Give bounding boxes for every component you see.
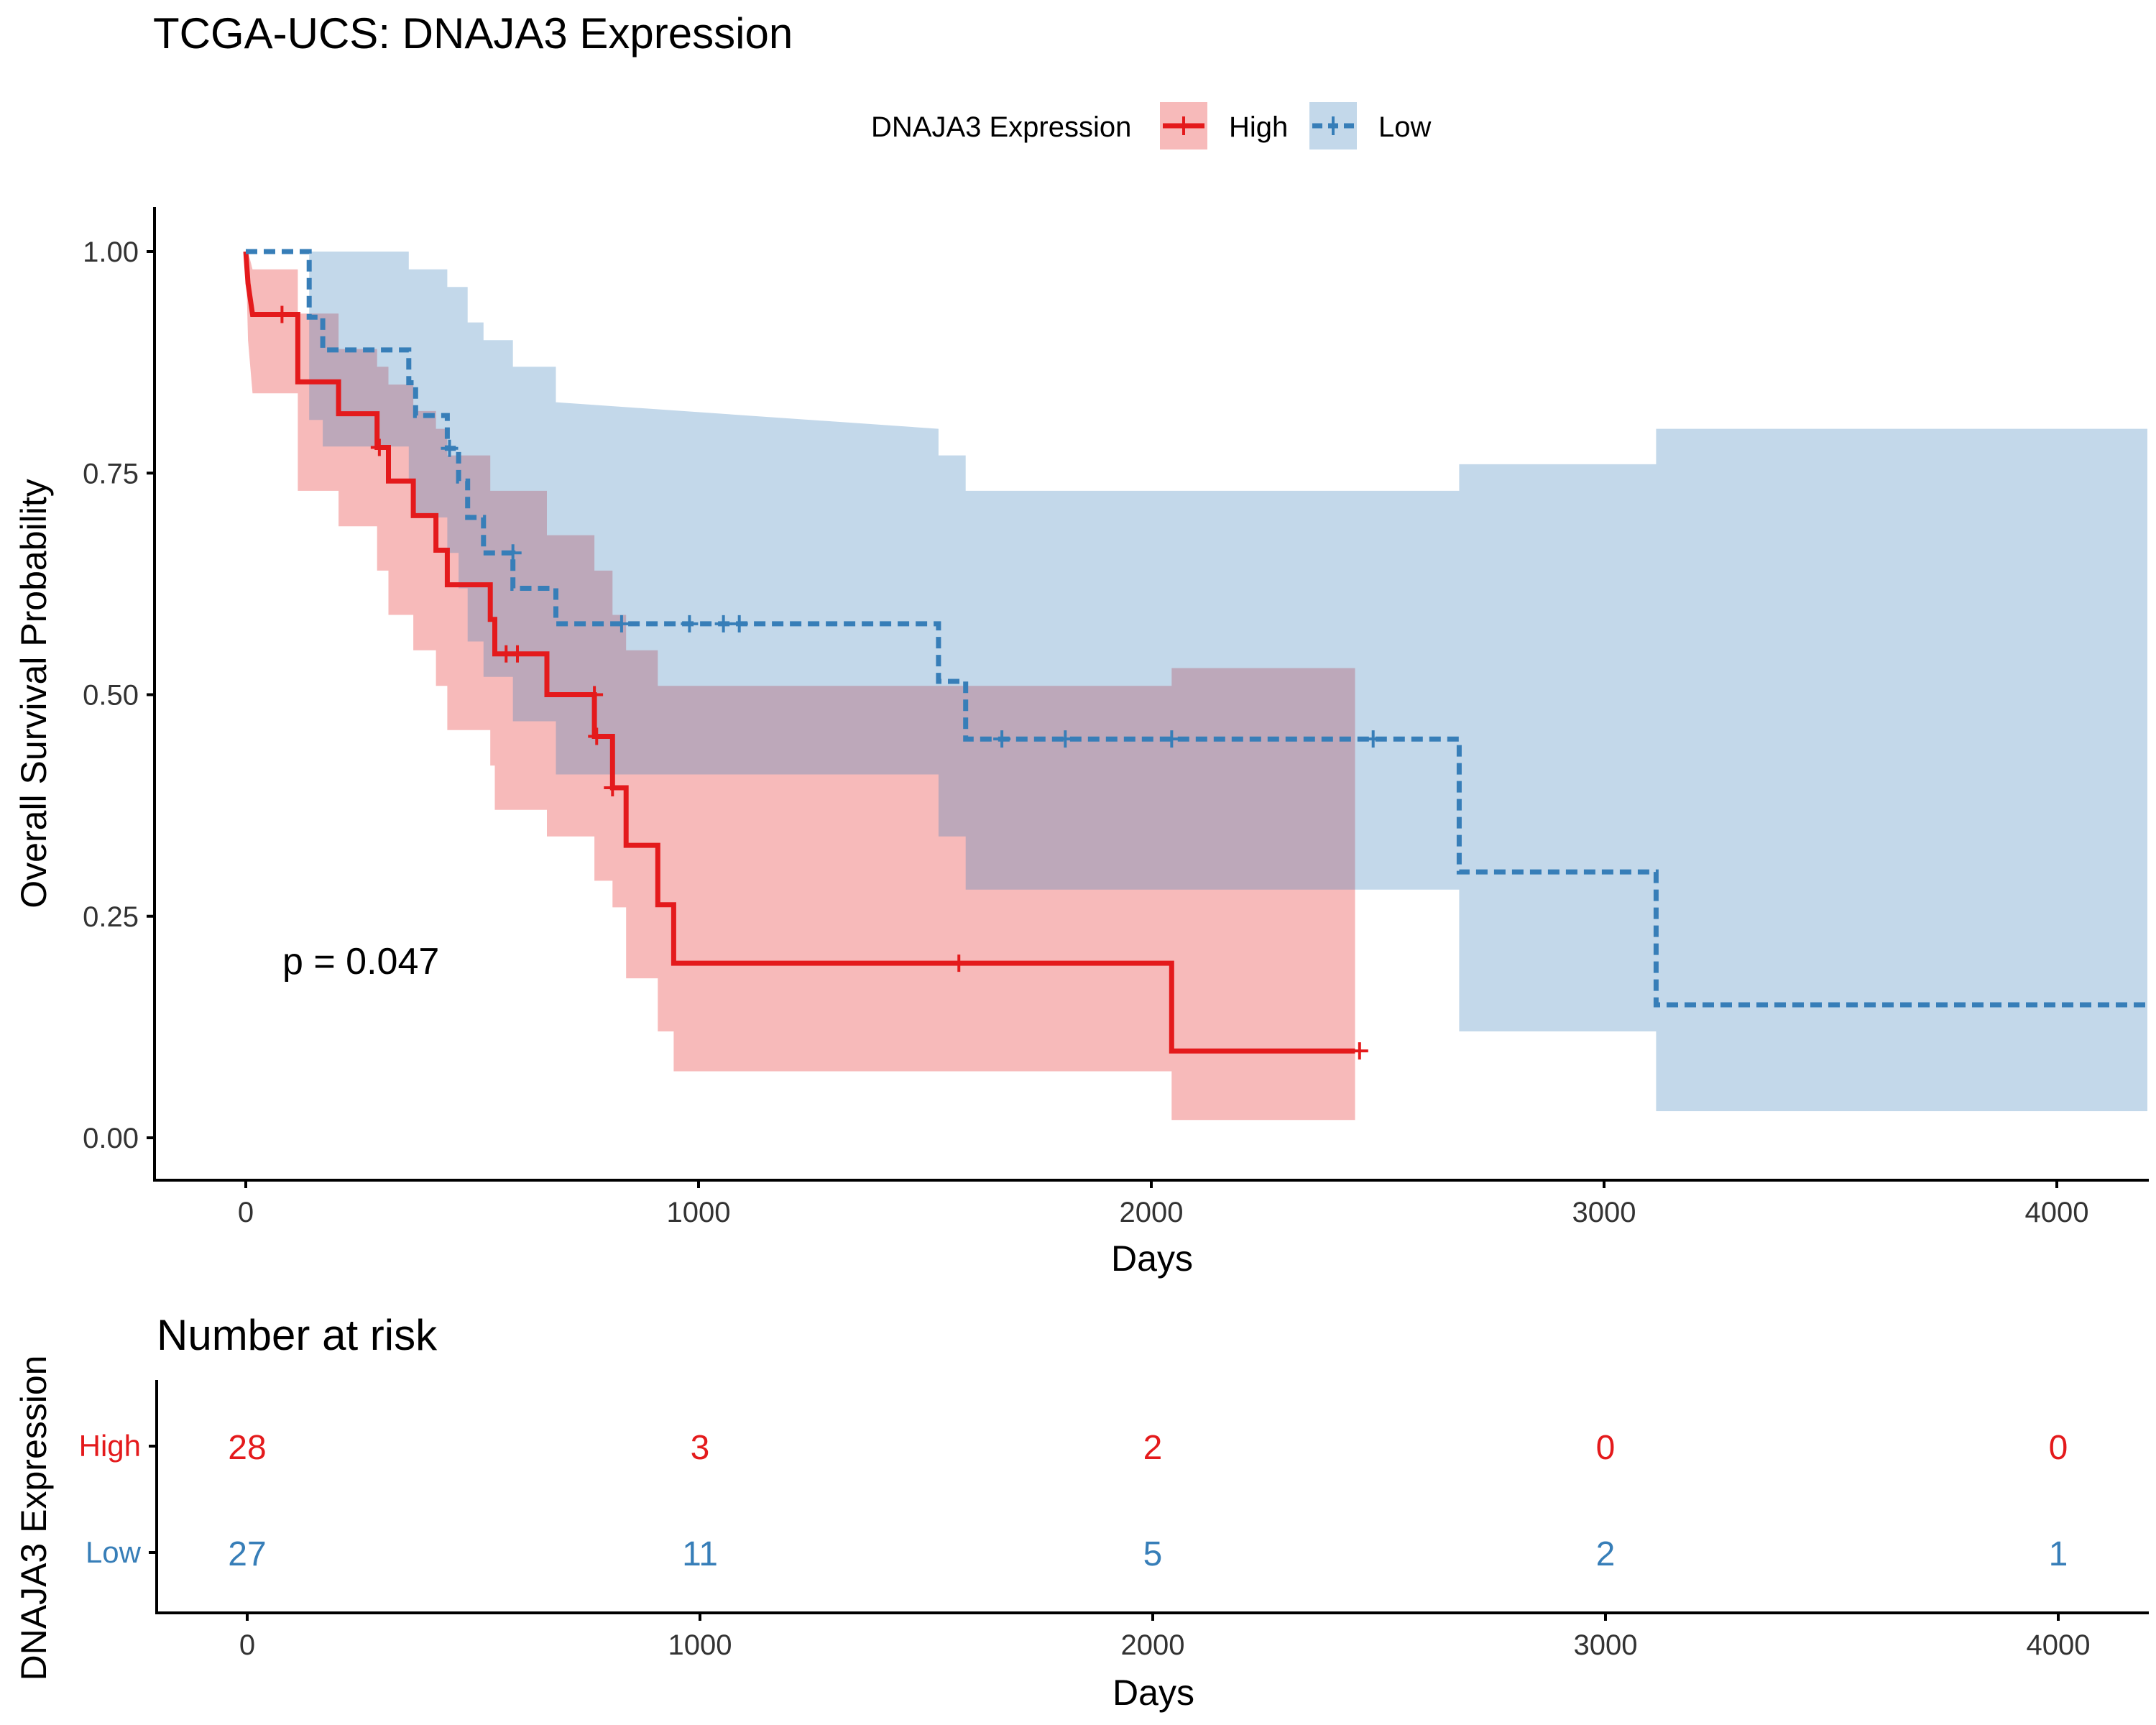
x-axis-ticks: 0 1000 2000 3000 4000 <box>238 1180 2089 1228</box>
ci-band-low <box>246 252 2147 1111</box>
censor-mark-high <box>273 305 291 323</box>
risk-value-high: 28 <box>228 1429 266 1467</box>
y-axis-title: Overall Survival Probability <box>14 479 54 908</box>
x-tick-label: 1000 <box>667 1197 731 1228</box>
y-axis-ticks: 0.00 0.25 0.50 0.75 1.00 <box>83 236 155 1154</box>
censor-mark-high <box>604 778 622 796</box>
risk-x-tick-label: 0 <box>239 1629 255 1661</box>
risk-x-tick-label: 2000 <box>1121 1629 1185 1661</box>
risk-value-high: 2 <box>1143 1429 1163 1467</box>
censor-mark-low <box>993 730 1011 748</box>
risk-value-low: 2 <box>1596 1535 1616 1573</box>
x-tick-label: 0 <box>238 1197 254 1228</box>
censor-mark-low <box>441 439 459 457</box>
censor-mark-high <box>509 645 526 663</box>
censor-mark-low <box>504 544 522 562</box>
risk-row-label-high: High <box>79 1429 141 1463</box>
legend-label-high: High <box>1229 111 1288 143</box>
risk-x-tick-label: 1000 <box>668 1629 732 1661</box>
x-tick-label: 4000 <box>2025 1197 2089 1228</box>
censor-mark-high <box>586 686 604 704</box>
y-tick-label: 0.25 <box>83 901 139 933</box>
km-plot: 0.00 0.25 0.50 0.75 1.00 0 1000 2000 3000 4000 D… <box>14 207 2149 1279</box>
censor-mark-low <box>730 615 748 632</box>
confidence-bands <box>246 252 2147 1121</box>
censor-mark-high <box>1350 1042 1368 1060</box>
risk-y-axis-title: DNAJA3 Expression <box>14 1356 54 1681</box>
censor-mark-high <box>950 954 968 972</box>
ci-band-high <box>246 252 1355 1121</box>
censor-mark-low <box>681 615 699 632</box>
risk-value-high: 0 <box>2049 1429 2068 1467</box>
y-tick-label: 0.00 <box>83 1123 139 1154</box>
risk-row-label-low: Low <box>86 1535 142 1569</box>
risk-x-tick-label: 3000 <box>1574 1629 1638 1661</box>
censor-mark-low <box>714 615 732 632</box>
x-tick-label: 2000 <box>1120 1197 1184 1228</box>
risk-value-low: 11 <box>682 1535 718 1573</box>
risk-x-axis-ticks: 0 1000 2000 3000 4000 <box>239 1613 2091 1661</box>
survival-line-low <box>246 249 2147 1008</box>
legend: DNAJA3 Expression High Low <box>871 102 1431 150</box>
risk-x-axis-title: Days <box>1112 1673 1194 1713</box>
censor-mark-low <box>1163 730 1181 748</box>
survival-curves <box>243 249 2147 1054</box>
x-tick-label: 3000 <box>1572 1197 1636 1228</box>
risk-table-title: Number at risk <box>157 1311 438 1359</box>
survival-line-high <box>243 251 1355 1054</box>
risk-value-low: 27 <box>228 1535 266 1573</box>
legend-label-low: Low <box>1378 111 1431 143</box>
y-tick-label: 1.00 <box>83 236 139 268</box>
risk-rows: High 28 3 2 0 0 Low 27 11 5 2 1 <box>79 1429 2068 1573</box>
x-axis-title: Days <box>1111 1238 1193 1279</box>
chart-title: TCGA-UCS: DNAJA3 Expression <box>153 9 793 58</box>
censor-mark-high <box>370 438 388 456</box>
y-tick-label: 0.75 <box>83 458 139 489</box>
censor-mark-low <box>612 615 630 632</box>
y-tick-label: 0.50 <box>83 680 139 712</box>
risk-value-high: 3 <box>691 1429 710 1467</box>
legend-title: DNAJA3 Expression <box>871 111 1131 143</box>
risk-value-high: 0 <box>1596 1429 1616 1467</box>
censor-mark-low <box>1364 730 1382 748</box>
censor-marks <box>273 305 1382 1060</box>
risk-x-tick-label: 4000 <box>2027 1629 2091 1661</box>
censor-mark-high <box>588 727 606 745</box>
risk-value-low: 1 <box>2049 1535 2068 1573</box>
risk-value-low: 5 <box>1143 1535 1163 1573</box>
risk-table: Number at risk High 28 3 2 0 0 Low 27 11 5 2 1 0 100… <box>14 1311 2149 1713</box>
censor-mark-low <box>1056 730 1074 748</box>
p-value-annotation: p = 0.047 <box>282 941 439 983</box>
